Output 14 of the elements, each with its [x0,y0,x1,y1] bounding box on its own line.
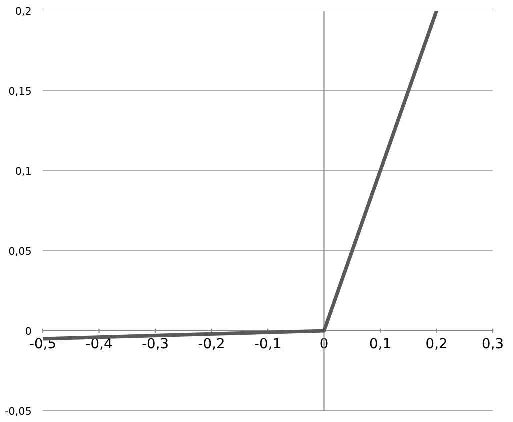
y-tick-label: 0,15 [9,87,31,96]
x-tick-label: -0,4 [86,338,112,350]
x-tick-label: -0,1 [255,338,280,350]
y-tick-label: 0,2 [16,7,31,16]
y-tick-label: -0,05 [5,407,31,416]
y-tick-label: 0,1 [16,167,31,176]
x-tick-label: 0,1 [370,338,390,350]
y-tick-label: 0 [26,327,32,336]
y-tick-label: 0,05 [9,247,31,256]
x-tick-label: 0,2 [426,338,446,350]
x-tick-label: -0,3 [142,338,168,350]
x-tick-label: 0,3 [482,338,503,350]
x-tick-label: 0 [320,338,328,349]
x-tick-label: -0,2 [198,338,224,350]
